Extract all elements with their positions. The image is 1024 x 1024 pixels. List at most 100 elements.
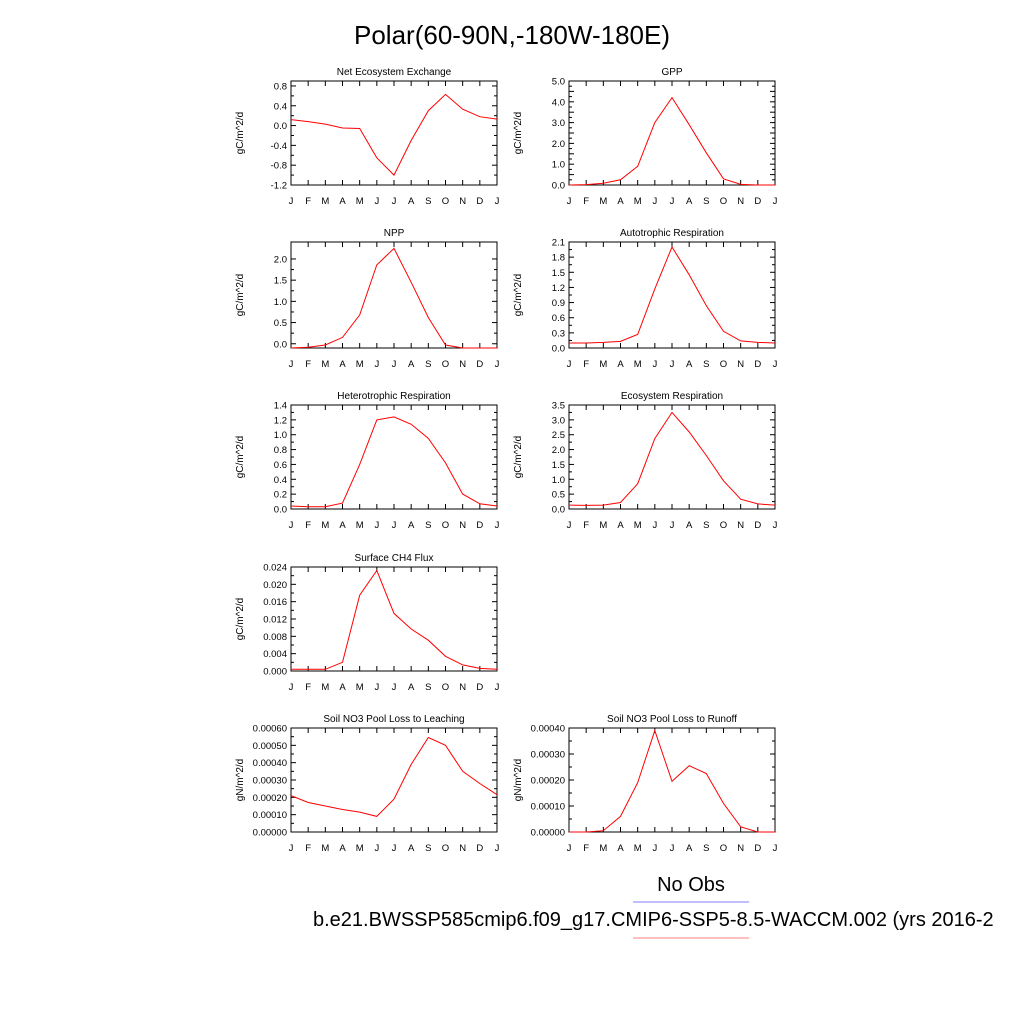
y-tick-label: 2.1 xyxy=(552,238,565,249)
x-tick-label: J xyxy=(374,843,379,854)
y-tick-label: 0.00030 xyxy=(253,776,287,787)
y-tick-label: 0.4 xyxy=(274,475,287,486)
x-tick-label: J xyxy=(567,359,572,370)
x-tick-label: O xyxy=(720,196,727,207)
x-tick-label: J xyxy=(289,520,294,531)
y-axis-label: gC/m^2/d xyxy=(235,436,246,479)
y-tick-label: 0.000 xyxy=(263,667,287,678)
x-tick-label: J xyxy=(567,843,572,854)
x-tick-label: M xyxy=(321,196,329,207)
x-tick-label: M xyxy=(356,843,364,854)
y-tick-label: 0.0 xyxy=(274,339,287,350)
x-tick-label: S xyxy=(425,196,431,207)
y-tick-label: 0.00000 xyxy=(531,828,565,839)
y-tick-label: 0.5 xyxy=(552,490,565,501)
x-tick-label: A xyxy=(339,359,346,370)
y-axis-label: gC/m^2/d xyxy=(513,436,524,479)
x-tick-label: J xyxy=(374,359,379,370)
x-tick-label: D xyxy=(476,520,483,531)
x-tick-label: J xyxy=(567,196,572,207)
panels-group: Net Ecosystem Exchange gC/m^2/d -1.2 -0.8 -0… xyxy=(235,67,778,854)
x-tick-label: D xyxy=(754,196,761,207)
y-tick-label: 0.0 xyxy=(552,344,565,355)
x-tick-label: J xyxy=(670,196,675,207)
x-tick-label: N xyxy=(737,520,744,531)
x-tick-label: F xyxy=(305,520,311,531)
x-tick-label: N xyxy=(459,682,466,693)
x-tick-label: J xyxy=(773,520,778,531)
panel-title: Soil NO3 Pool Loss to Leaching xyxy=(323,714,464,725)
y-axis-label: gN/m^2/d xyxy=(235,759,246,802)
panel-ecosystem-respiration: Ecosystem Respiration gC/m^2/d 0.0 0.5 1.0 1.… xyxy=(513,391,778,531)
x-tick-label: N xyxy=(737,196,744,207)
panel-title: Heterotrophic Respiration xyxy=(337,391,450,402)
x-tick-label: N xyxy=(737,843,744,854)
x-tick-label: D xyxy=(476,682,483,693)
x-tick-label: J xyxy=(652,843,657,854)
x-tick-label: A xyxy=(408,682,415,693)
legend-label-obs: No Obs xyxy=(657,874,725,896)
panel-title: Autotrophic Respiration xyxy=(620,228,724,239)
x-tick-label: A xyxy=(339,520,346,531)
x-tick-label: J xyxy=(392,520,397,531)
plot-frame xyxy=(290,727,498,833)
x-tick-label: M xyxy=(321,359,329,370)
x-tick-label: J xyxy=(670,520,675,531)
x-tick-label: F xyxy=(305,843,311,854)
legend: No Obs b.e21.BWSSP585cmip6.f09_g17.CMIP6… xyxy=(313,874,994,939)
y-tick-label: -1.2 xyxy=(271,181,287,192)
y-axis-label: gN/m^2/d xyxy=(513,759,524,802)
x-tick-label: A xyxy=(408,196,415,207)
y-tick-label: 5.0 xyxy=(552,77,565,88)
x-tick-label: J xyxy=(495,682,500,693)
x-tick-label: N xyxy=(737,359,744,370)
y-tick-label: -0.4 xyxy=(271,141,287,152)
y-tick-label: 0.00050 xyxy=(253,741,287,752)
x-tick-label: M xyxy=(356,520,364,531)
x-tick-label: D xyxy=(754,520,761,531)
x-tick-label: F xyxy=(305,682,311,693)
y-tick-label: 0.020 xyxy=(263,580,287,591)
y-axis-label: gC/m^2/d xyxy=(513,112,524,155)
x-tick-label: J xyxy=(392,196,397,207)
x-tick-label: J xyxy=(670,843,675,854)
x-tick-label: J xyxy=(773,843,778,854)
panel-soil-no3-pool-loss-to-leaching: Soil NO3 Pool Loss to Leaching gN/m^2/d 0.… xyxy=(235,714,500,854)
series-line-gpp xyxy=(568,96,775,186)
x-tick-label: S xyxy=(703,359,709,370)
y-tick-label: 1.0 xyxy=(274,297,287,308)
x-tick-label: J xyxy=(374,520,379,531)
x-tick-label: J xyxy=(495,196,500,207)
y-tick-label: 0.00010 xyxy=(253,810,287,821)
x-tick-label: M xyxy=(356,359,364,370)
x-tick-label: A xyxy=(408,520,415,531)
x-tick-label: S xyxy=(425,359,431,370)
x-tick-label: N xyxy=(459,196,466,207)
x-tick-label: N xyxy=(459,843,466,854)
x-tick-label: D xyxy=(476,843,483,854)
x-tick-label: D xyxy=(476,359,483,370)
y-tick-label: 1.0 xyxy=(552,475,565,486)
x-tick-label: S xyxy=(703,843,709,854)
y-tick-label: 3.0 xyxy=(552,415,565,426)
panel-surface-ch4-flux: Surface CH4 Flux gC/m^2/d 0.000 0.004 0.008 0… xyxy=(235,553,500,693)
y-tick-label: 0.00020 xyxy=(253,793,287,804)
x-tick-label: J xyxy=(374,196,379,207)
y-axis-label: gC/m^2/d xyxy=(235,274,246,317)
x-tick-label: J xyxy=(652,520,657,531)
y-tick-label: 1.4 xyxy=(274,401,287,412)
series-line-autotrophic-respiration xyxy=(569,245,776,344)
x-tick-label: A xyxy=(408,359,415,370)
x-tick-label: F xyxy=(583,520,589,531)
y-tick-label: 0.0 xyxy=(274,505,287,516)
x-tick-label: M xyxy=(321,520,329,531)
y-tick-label: 1.8 xyxy=(552,253,565,264)
x-tick-label: F xyxy=(583,359,589,370)
x-tick-label: A xyxy=(617,359,624,370)
series-line-npp xyxy=(290,247,497,349)
x-tick-label: M xyxy=(599,843,607,854)
y-tick-label: 0.0 xyxy=(274,121,287,132)
